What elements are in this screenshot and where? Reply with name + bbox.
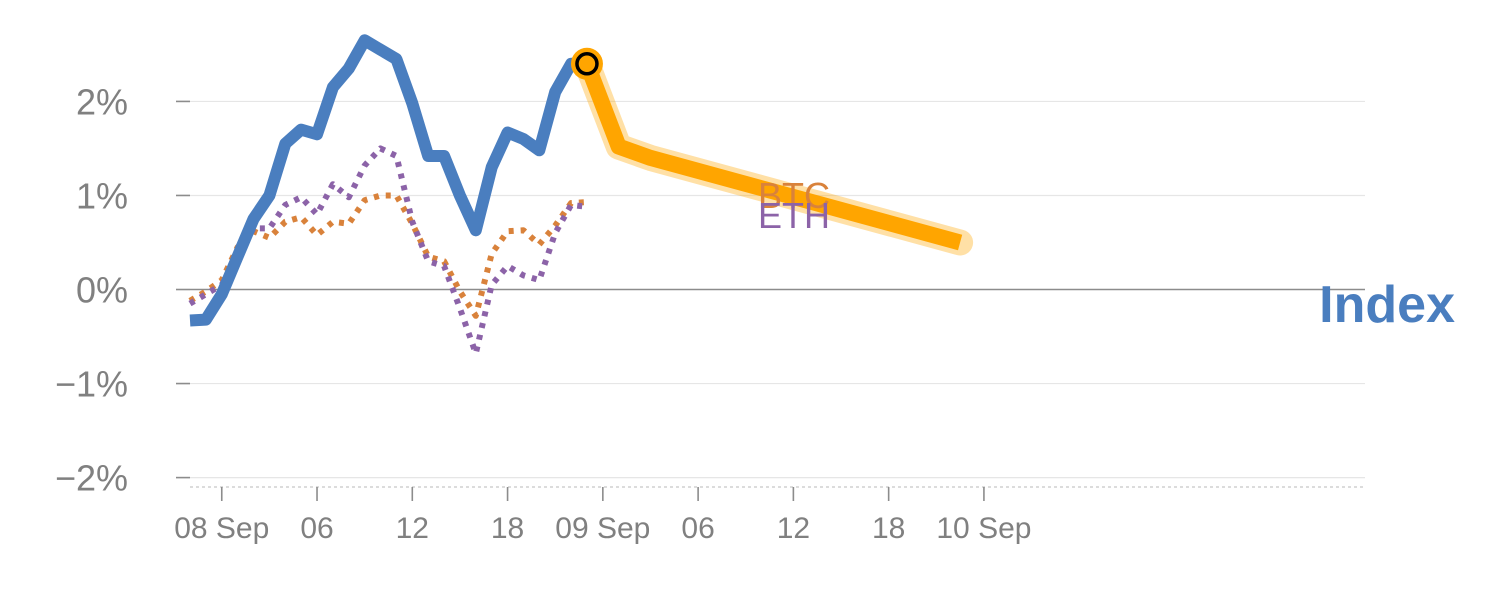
x-tick-label: 08 Sep: [174, 512, 269, 545]
series-label-btc: BTC: [758, 175, 830, 216]
series-label-eth: ETH: [758, 195, 830, 236]
series-line-index: [189, 34, 587, 327]
series-line-eth: [188, 145, 588, 357]
highlight-point: [575, 52, 599, 76]
projection-line: [579, 60, 963, 251]
axes: 2% 1% 0% −1% −2% 08 Sep 06 12 18 09 Sep 06 12 18 10 S…: [55, 81, 1365, 545]
series-lines: [188, 34, 974, 357]
x-tick-label: 10 Sep: [936, 512, 1031, 545]
y-tick-label: 2%: [76, 81, 128, 122]
series-line-btc: [188, 192, 588, 319]
x-tick-label: 12: [396, 512, 429, 545]
x-tick-label: 18: [491, 512, 524, 545]
x-tick-label: 18: [872, 512, 905, 545]
y-tick-label: 0%: [76, 270, 128, 311]
y-tick-label: 1%: [76, 175, 128, 216]
x-tick-label: 12: [777, 512, 810, 545]
x-tick-label: 06: [300, 512, 333, 545]
grid-lines: [190, 100, 1365, 479]
series-label-index: Index: [1319, 276, 1455, 334]
x-tick-label: 09 Sep: [555, 512, 650, 545]
x-tick-label: 06: [681, 512, 714, 545]
y-tick-label: −2%: [55, 458, 128, 499]
y-tick-label: −1%: [55, 364, 128, 405]
